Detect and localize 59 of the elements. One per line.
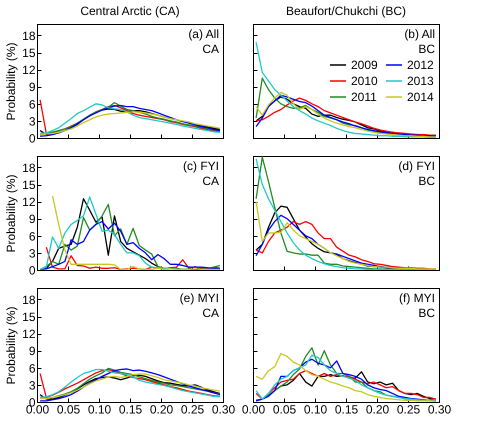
line-series [39,220,221,270]
x-tick-label: 0.15 [334,402,358,416]
x-tick-label: 0.20 [150,402,174,416]
y-tick-label: 18 [22,160,36,175]
y-tick-label: 3 [28,114,36,128]
annotation: (d) FYI [398,159,435,173]
y-tick-label: 6 [28,361,36,376]
legend-label: 2010 [351,74,378,88]
y-tick-label: 18 [22,28,36,43]
x-tick-label: 0.15 [118,402,142,416]
x-tick-label: 0.25 [396,402,420,416]
annotation: (f) MYI [399,291,435,305]
y-tick-label: 15 [22,46,36,60]
y-tick-label: 6 [28,97,36,112]
y-tick-label: 9 [28,344,36,358]
y-tick-label: 3 [28,378,36,392]
x-tick-label: 0.25 [180,402,204,416]
annotation: CA [202,306,219,320]
chart-title: Central Arctic (CA) [80,4,180,18]
annotation: (a) All [188,27,219,41]
legend-label: 2011 [351,90,378,104]
annotation: BC [418,306,436,320]
y-axis-title: Probability (%) [4,306,18,385]
y-tick-label: 12 [22,327,36,342]
annotation: CA [202,42,219,56]
y-tick-label: 15 [22,178,36,192]
y-tick-label: 3 [28,246,36,260]
annotation: CA [202,174,219,188]
y-tick-label: 0 [28,264,36,278]
x-tick-label: 0.30 [212,402,236,416]
x-tick-label: 0.05 [56,402,80,416]
annotation: (e) MYI [180,291,219,305]
line-series [46,246,221,270]
annotation: BC [418,42,436,56]
y-axis-title: Probability (%) [4,42,18,121]
x-tick-label: 0.10 [304,402,328,416]
y-tick-label: 6 [28,229,36,244]
y-tick-label: 18 [22,292,36,307]
annotation: (c) FYI [183,159,219,173]
y-tick-label: 15 [22,310,36,324]
y-axis-title: Probability (%) [4,174,18,253]
legend-label: 2012 [407,58,434,72]
x-tick-label: 0.30 [428,402,452,416]
y-tick-label: 12 [22,195,36,210]
x-tick-label: 0.00 [242,402,266,416]
y-tick-label: 9 [28,80,36,94]
legend-label: 2009 [351,58,378,72]
line-series [39,196,178,270]
y-tick-label: 9 [28,212,36,226]
y-tick-label: 0 [28,132,36,146]
x-tick-label: 0.05 [272,402,296,416]
x-tick-label: 0.20 [366,402,390,416]
annotation: (b) All [404,27,435,41]
chart-title: Beaufort/Chukchi (BC) [286,4,406,18]
x-tick-label: 0.10 [88,402,112,416]
legend-label: 2014 [407,90,434,104]
y-tick-label: 12 [22,63,36,78]
annotation: BC [418,174,436,188]
legend-label: 2013 [407,74,434,88]
